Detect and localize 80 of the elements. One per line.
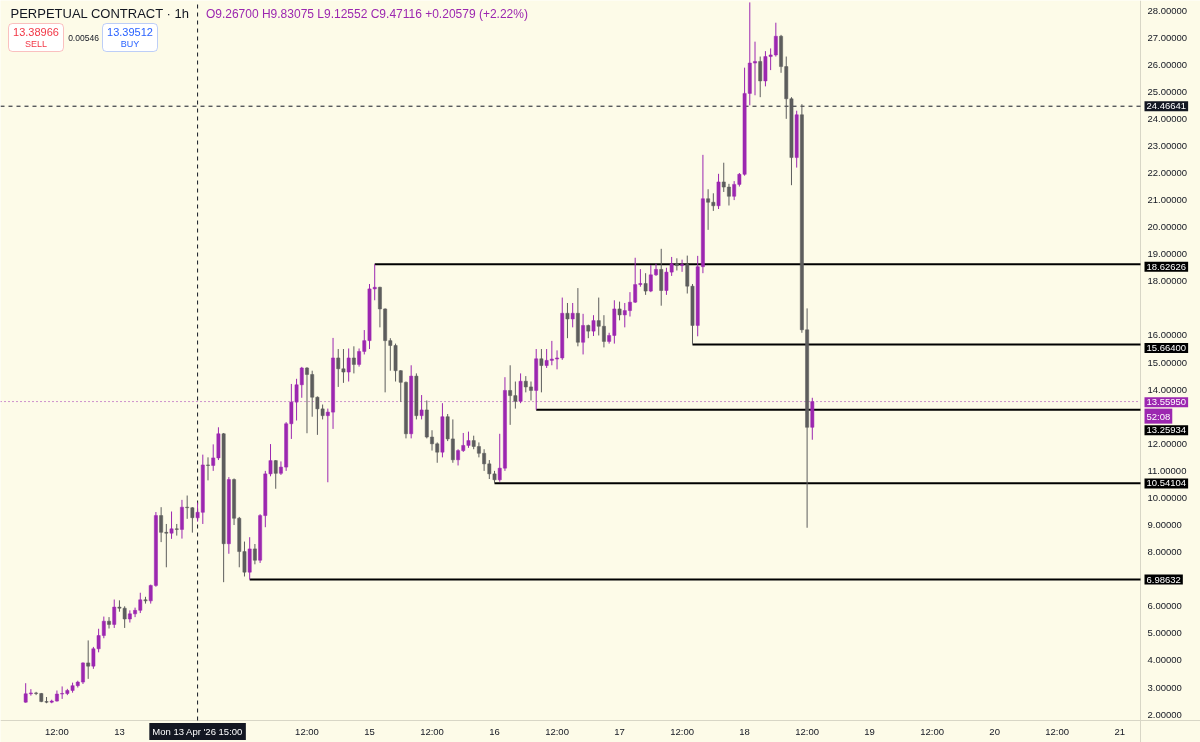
candlestick [570,302,575,328]
y-tick-label: 28.00000 [1147,4,1188,16]
candlestick [659,248,664,307]
y-tick-label: 12.00000 [1147,437,1188,449]
y-tick-label: 3.00000 [1147,681,1182,693]
y-tick-label: 2.00000 [1147,708,1182,720]
candlestick [539,348,544,393]
candlestick [716,173,721,210]
candlestick [180,499,184,540]
x-tick-label: 12:00 [795,725,819,737]
x-tick-label: 19 [864,725,875,737]
y-tick-label: 22.00000 [1147,167,1188,178]
ref-line-label: Mon 13 Apr '26 15:00 [152,726,243,737]
data-label: 13.25934 [1146,424,1187,436]
y-tick-label: 15.00000 [1147,356,1188,368]
annotation: BUY [120,38,140,49]
candlestick [758,56,763,98]
x-tick-label: 12:00 [670,725,694,737]
candlestick [643,272,648,296]
x-tick-label: 12:00 [545,725,569,737]
x-tick-label: 12:00 [920,725,945,737]
x-tick-label: 16 [489,725,500,737]
y-tick-label: 26.00000 [1147,58,1188,70]
y-tick-label: 20.00000 [1147,221,1188,233]
data-label: 6.98632 [1146,573,1181,585]
candlestick [617,301,622,321]
x-tick-label: 12:00 [45,725,69,737]
candlestick [253,543,257,565]
y-tick-label: 9.00000 [1147,519,1182,531]
candlestick [273,459,278,490]
candlestick [352,345,356,374]
x-tick-label: 12:00 [420,725,444,737]
y-tick-label: 8.00000 [1147,546,1182,558]
annotation: O9.26700 H9.83075 L9.12552 C9.47116 +0.20579 (+2.22%) [205,6,528,21]
y-tick-label: 16.00000 [1147,329,1188,341]
y-tick-label: 27.00000 [1147,31,1188,43]
candlestick [86,639,91,680]
y-tick-label: 5.00000 [1147,627,1182,639]
y-tick-label: 21.00000 [1147,194,1188,206]
candlestick [107,616,111,629]
x-tick-label: 18 [739,725,750,737]
candlestick [169,511,174,540]
chart-title: PERPETUAL CONTRACT · 1h [10,6,189,21]
annotation: 13.39512 [107,25,153,38]
ref-line-label: 13.55950 [1146,396,1187,408]
candlestick [675,257,679,271]
x-tick-label: 15 [364,725,375,737]
candlestick [565,302,570,339]
y-tick-label: 18.00000 [1147,275,1188,287]
annotation: 13.38966 [13,25,59,38]
y-tick-label: 14.00000 [1147,383,1188,395]
x-tick-label: 20 [989,725,1000,737]
y-tick-label: 25.00000 [1147,85,1188,97]
candlestick [419,394,424,420]
x-tick-label: 13 [114,725,125,737]
y-tick-label: 24.00000 [1147,112,1188,124]
x-tick-label: 21 [1114,725,1125,737]
candlestick [346,347,351,383]
candlestick [591,314,596,337]
y-tick-label: 19.00000 [1147,248,1188,260]
data-label: 18.62626 [1146,260,1187,272]
y-tick-label: 6.00000 [1147,600,1182,612]
annotation: SELL [24,38,48,49]
annotation: 0.00546 [68,32,100,43]
y-tick-label: 10.00000 [1147,491,1188,503]
candlestick [206,456,210,481]
x-tick-label: 17 [614,725,625,737]
data-label: 10.54104 [1146,477,1187,489]
candlestick [247,536,252,580]
candlestick [680,259,684,273]
data-label: 15.66400 [1146,341,1187,353]
x-tick-label: 12:00 [295,725,319,737]
annotation: 52:08 [1146,410,1171,422]
y-tick-label: 23.00000 [1147,139,1188,151]
y-tick-label: 4.00000 [1147,654,1182,666]
candlestick [581,313,585,355]
candlestick [112,599,117,629]
x-tick-label: 12:00 [1045,725,1070,737]
y-tick-label: 11.00000 [1147,464,1187,476]
ref-line-label: 24.46641 [1146,100,1187,112]
